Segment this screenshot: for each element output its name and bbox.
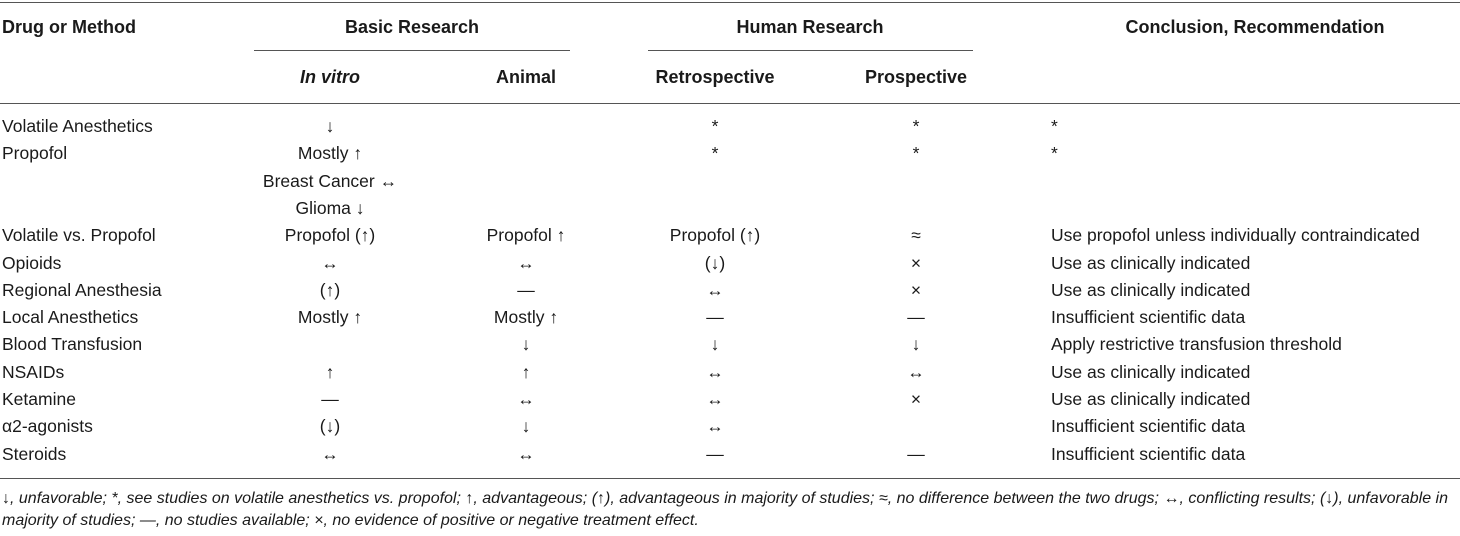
- header-human-research: Human Research: [736, 17, 884, 37]
- cell-animal: Mostly ↑: [493, 307, 559, 328]
- cell-conclusion: Use as clinically indicated: [1051, 361, 1251, 382]
- cell-prospective: ×: [910, 252, 922, 273]
- cell-conclusion: Use as clinically indicated: [1051, 252, 1251, 273]
- row-drug: Propofol: [2, 143, 68, 164]
- cell-in-vitro: (↓): [319, 416, 341, 437]
- cell-in-vitro: Glioma ↓: [295, 197, 365, 218]
- cell-retrospective: ↔: [706, 389, 724, 409]
- cell-animal: ↔: [517, 443, 535, 464]
- cell-prospective: ×: [910, 389, 922, 409]
- header-bottom-rule: [0, 103, 1460, 104]
- cell-in-vitro: Mostly ↑: [297, 307, 363, 328]
- table-bottom-rule: [0, 478, 1460, 479]
- cell-conclusion: *: [1051, 143, 1058, 164]
- cell-animal: ↓: [521, 416, 531, 437]
- cell-animal: ↔: [517, 389, 535, 409]
- cell-in-vitro: (↑): [319, 279, 341, 300]
- cell-prospective: *: [912, 116, 920, 136]
- row-drug: Volatile Anesthetics: [2, 116, 153, 136]
- row-drug: Steroids: [2, 443, 67, 464]
- row-drug: Regional Anesthesia: [2, 279, 162, 300]
- cell-prospective: ≈: [911, 225, 921, 246]
- cell-prospective: —: [907, 443, 925, 464]
- cell-animal: ↓: [521, 334, 531, 355]
- cell-conclusion: *: [1051, 116, 1058, 136]
- cell-retrospective: —: [706, 307, 724, 328]
- cell-conclusion: Insufficient scientific data: [1051, 416, 1246, 437]
- cell-animal: ↑: [521, 361, 531, 382]
- cell-retrospective: ↔: [706, 361, 724, 382]
- cell-retrospective: ↔: [706, 279, 724, 300]
- cell-in-vitro: ↔: [321, 443, 339, 464]
- cell-in-vitro: —: [321, 389, 339, 409]
- cell-prospective: ↔: [907, 361, 925, 382]
- cell-retrospective: ↔: [706, 416, 724, 437]
- row-drug: Blood Transfusion: [2, 334, 143, 355]
- cell-animal: —: [517, 279, 535, 300]
- cell-retrospective: ↓: [710, 334, 720, 355]
- cell-retrospective: (↓): [704, 252, 726, 273]
- row-drug: NSAIDs: [2, 361, 65, 382]
- cell-conclusion: Use propofol unless individually contrai…: [1051, 225, 1420, 246]
- cell-retrospective: —: [706, 443, 724, 464]
- cell-prospective: —: [907, 307, 925, 328]
- cell-animal: Propofol ↑: [486, 225, 566, 246]
- header-in-vitro: In vitro: [299, 67, 361, 87]
- cell-retrospective: *: [711, 116, 719, 136]
- row-drug: Local Anesthetics: [2, 307, 139, 328]
- cell-in-vitro: ↓: [325, 116, 335, 136]
- row-drug: Ketamine: [2, 389, 76, 409]
- cell-prospective: ↓: [911, 334, 921, 355]
- cell-conclusion: Use as clinically indicated: [1051, 279, 1251, 300]
- cell-prospective: ×: [910, 279, 922, 300]
- top-rule: [0, 2, 1460, 3]
- row-drug: α2-agonists: [2, 416, 93, 437]
- cell-in-vitro: ↑: [325, 361, 335, 382]
- cell-conclusion: Apply restrictive transfusion threshold: [1051, 334, 1342, 355]
- human-research-underline: [648, 50, 973, 51]
- cell-conclusion: Insufficient scientific data: [1051, 307, 1246, 328]
- cell-in-vitro: ↔: [321, 252, 339, 273]
- cell-retrospective: Propofol (↑): [669, 225, 761, 246]
- header-animal: Animal: [495, 67, 557, 87]
- row-drug: Opioids: [2, 252, 62, 273]
- header-conclusion: Conclusion, Recommendation: [1125, 17, 1385, 37]
- cell-in-vitro: Propofol (↑): [284, 225, 376, 246]
- cell-prospective: *: [912, 143, 920, 164]
- header-retrospective: Retrospective: [655, 67, 775, 87]
- cell-animal: ↔: [517, 252, 535, 273]
- cell-conclusion: Use as clinically indicated: [1051, 389, 1251, 409]
- row-drug: Volatile vs. Propofol: [2, 225, 156, 246]
- cell-in-vitro: Mostly ↑: [297, 143, 363, 164]
- footnote: ↓, unfavorable; *, see studies on volati…: [2, 490, 1449, 529]
- header-drug: Drug or Method: [2, 17, 136, 37]
- header-basic-research: Basic Research: [344, 17, 480, 37]
- cell-in-vitro: Breast Cancer ↔: [262, 170, 398, 191]
- cell-conclusion: Insufficient scientific data: [1051, 443, 1246, 464]
- cell-retrospective: *: [711, 143, 719, 164]
- header-prospective: Prospective: [864, 67, 968, 87]
- basic-research-underline: [254, 50, 570, 51]
